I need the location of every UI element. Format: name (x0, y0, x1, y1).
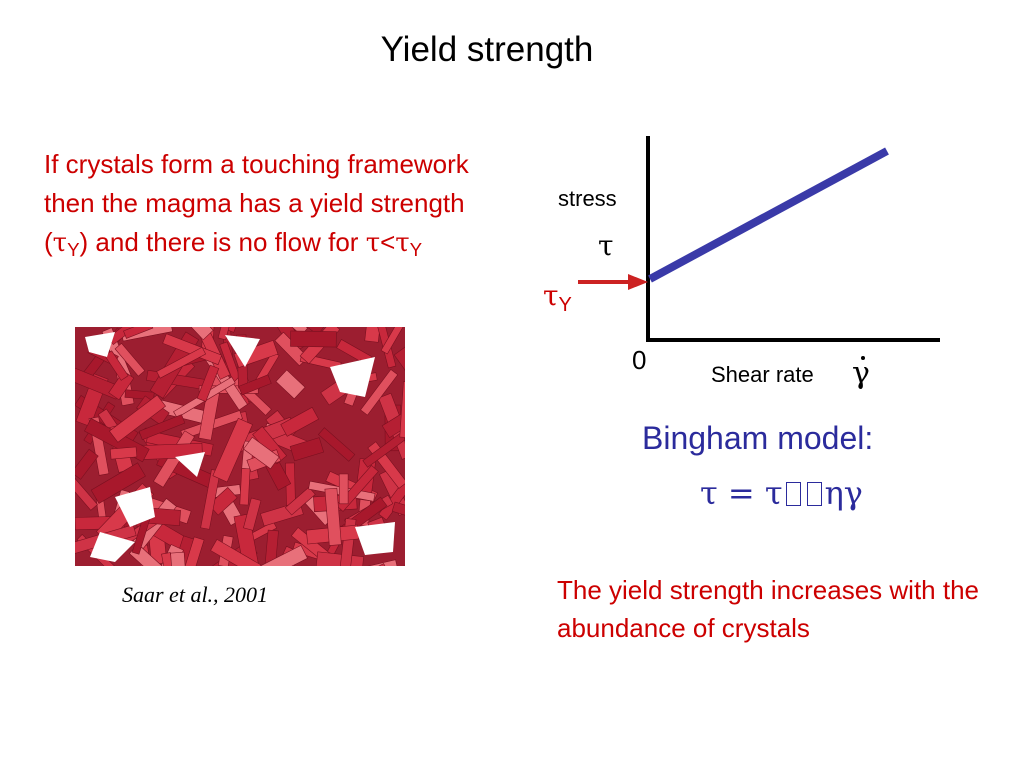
crystal-shape (75, 448, 99, 480)
crystal-shape (181, 327, 214, 341)
yield-arrow-head (628, 274, 648, 290)
crystal-shape (90, 462, 146, 504)
x-axis-label: Shear rate (711, 362, 814, 387)
intro-part1: If crystals form a touching framework th… (44, 149, 469, 257)
intro-text: If crystals form a touching framework th… (44, 145, 474, 264)
crystal-shape (259, 544, 308, 566)
subscript-y: Y (409, 239, 423, 261)
crystal-shape (324, 487, 342, 546)
crystal-shape (280, 406, 320, 437)
y-axis-label: stress (558, 186, 617, 211)
crystal-shape (317, 427, 356, 462)
crystal-shape (284, 486, 316, 516)
crystal-shape (212, 417, 253, 483)
bingham-line (648, 147, 889, 283)
tau-axis-symbol: τ (598, 229, 614, 262)
tau-symbol: τ (52, 228, 68, 258)
crystal-shape (217, 327, 237, 341)
missing-glyph-box (785, 482, 801, 506)
crystal-shape (114, 342, 146, 377)
tau-symbol: τ (395, 228, 410, 258)
crystal-shape (156, 346, 207, 379)
origin-label: 0 (632, 345, 647, 375)
eta-gamma-symbols: ηγ (824, 474, 863, 512)
crystal-shape (358, 559, 400, 566)
crystal-shape (290, 330, 337, 348)
crystal-shape (338, 473, 349, 505)
crystal-shape (108, 370, 135, 401)
crystal-shape (170, 551, 188, 566)
crystal-shape (370, 327, 397, 369)
bingham-equation: τ = τ ηγ (700, 474, 863, 512)
crystal-shape (243, 497, 262, 531)
crystal-shape (243, 436, 280, 470)
crystal-shape (210, 538, 262, 566)
citation: Saar et al., 2001 (122, 582, 269, 607)
bingham-model-heading: Bingham model: (642, 420, 874, 456)
tau-symbol: τ (543, 279, 559, 312)
crystal-shape (275, 369, 306, 400)
crystal-shape (178, 536, 205, 566)
crystal-shape (399, 381, 405, 439)
crystal-shape (380, 327, 405, 355)
tau-symbol: τ (700, 474, 718, 512)
crystal-shape (360, 369, 399, 416)
crystal-framework-image (75, 327, 405, 566)
crystal-shape (393, 346, 405, 411)
crystal-shape (109, 446, 138, 460)
conclusion-text: The yield strength increases with the ab… (557, 575, 979, 643)
crystal-shape (208, 486, 238, 516)
crystal-shape (239, 468, 251, 506)
intro-part2: ) and there is no flow for (79, 227, 366, 257)
crystal-shape (123, 327, 154, 339)
slide-title: Yield strength (380, 30, 594, 69)
tau-symbol: τ (764, 474, 783, 512)
crystal-shape (138, 414, 186, 441)
equals-sign: = (717, 474, 765, 512)
crystal-shape (75, 475, 98, 511)
missing-glyph-box (806, 482, 822, 506)
tau-symbol: τ (365, 228, 381, 258)
crystal-shape (289, 437, 325, 462)
subscript-y: Y (67, 239, 80, 261)
crystal-shape (362, 427, 405, 468)
crystal-shape (233, 513, 261, 566)
gamma-dot-symbol: γ (852, 356, 870, 391)
crystal-shape (196, 364, 220, 402)
yield-stress-label: τY (543, 279, 572, 316)
crystal-shape (109, 394, 167, 443)
less-than-symbol: < (380, 227, 396, 257)
crystal-shape (292, 327, 327, 336)
crystal-shape (238, 374, 272, 396)
crystal-shape (391, 501, 405, 526)
subscript-y: Y (558, 294, 572, 316)
